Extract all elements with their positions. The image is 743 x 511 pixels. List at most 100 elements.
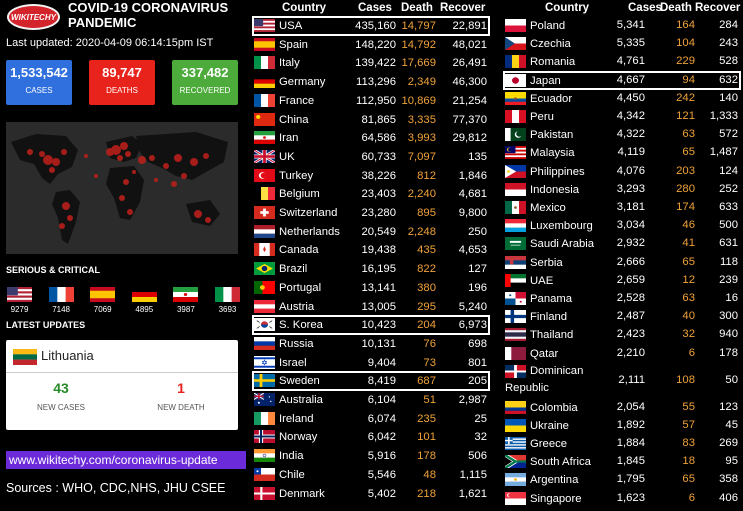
- table-row[interactable]: Romania 4,761 229 528: [505, 53, 741, 71]
- cases-cell: 23,280: [361, 207, 396, 219]
- death-cell: 41: [682, 237, 695, 250]
- table-row[interactable]: India 5,916 178 506: [254, 447, 490, 465]
- table-row[interactable]: Ireland 6,074 235 25: [254, 410, 490, 428]
- death-cell: 218: [417, 487, 436, 500]
- cases-cell: 4,450: [616, 91, 645, 104]
- table-row[interactable]: Philippines 4,076 203 124: [505, 163, 741, 181]
- table-row[interactable]: Thailand 2,423 32 940: [505, 326, 741, 344]
- table-row[interactable]: Saudi Arabia 2,932 41 631: [505, 235, 741, 253]
- table-row[interactable]: Belgium 23,403 2,240 4,681: [254, 185, 490, 203]
- table-row[interactable]: USA 435,160 14,797 22,891: [254, 17, 490, 35]
- table-row[interactable]: Czechia 5,335 104 243: [505, 35, 741, 53]
- gr-flag-icon: [505, 436, 526, 450]
- serious-critical-item: 3987: [172, 287, 199, 314]
- recover-cell: 95: [725, 455, 738, 468]
- table-row[interactable]: Greece 1,884 83 269: [505, 435, 741, 453]
- table-row[interactable]: Panama 2,528 63 16: [505, 290, 741, 308]
- table-row[interactable]: France 112,950 10,869 21,254: [254, 92, 490, 110]
- table-row[interactable]: Poland 5,341 164 284: [505, 17, 741, 35]
- recover-cell: 9,800: [458, 207, 487, 219]
- table-row[interactable]: Malaysia 4,119 65 1,487: [505, 144, 741, 162]
- table-row[interactable]: Israel 9,404 73 801: [254, 354, 490, 372]
- table-row[interactable]: Colombia 2,054 55 123: [505, 399, 741, 417]
- country-name: Ecuador: [530, 92, 573, 105]
- table-row[interactable]: Iran 64,586 3,993 29,812: [254, 129, 490, 147]
- cases-cell: 113,296: [356, 76, 396, 89]
- table-row[interactable]: Dominican Republic 2,111 108 50: [505, 363, 741, 398]
- table-row[interactable]: Spain 148,220 14,792 48,021: [254, 36, 490, 54]
- table-row[interactable]: Portugal 13,141 380 196: [254, 279, 490, 297]
- website-link[interactable]: www.wikitechy.com/coronavirus-update: [6, 451, 246, 469]
- table-row[interactable]: Japan 4,667 94 632: [505, 72, 741, 90]
- il-flag-icon: [254, 355, 275, 369]
- country-name: Sweden: [279, 375, 320, 388]
- recover-cell: 77,370: [452, 113, 487, 126]
- table-row[interactable]: Ukraine 1,892 57 45: [505, 417, 741, 435]
- cases-cell: 10,423: [361, 319, 396, 332]
- table-row[interactable]: Singapore 1,623 6 406: [505, 490, 741, 508]
- page-title: COVID-19 CORONAVIRUS PANDEMIC: [68, 0, 229, 30]
- table-row[interactable]: Brazil 16,195 822 127: [254, 260, 490, 278]
- cases-cell: 5,916: [367, 450, 396, 463]
- recover-cell: 940: [719, 328, 738, 341]
- table-row[interactable]: Austria 13,005 295 5,240: [254, 298, 490, 316]
- country-name: S. Korea: [279, 319, 323, 332]
- id-flag-icon: [505, 182, 526, 196]
- recover-cell: 205: [468, 375, 487, 388]
- table-row[interactable]: Russia 10,131 76 698: [254, 335, 490, 353]
- table-row[interactable]: Norway 6,042 101 32: [254, 428, 490, 446]
- cases-cell: 6,104: [367, 394, 396, 406]
- table-row[interactable]: Pakistan 4,322 63 572: [505, 126, 741, 144]
- cn-flag-icon: [254, 112, 275, 126]
- table-row[interactable]: Ecuador 4,450 242 140: [505, 90, 741, 108]
- table-row[interactable]: Australia 6,104 51 2,987: [254, 391, 490, 409]
- recover-cell: 284: [719, 19, 738, 31]
- recovered-value: 337,482: [181, 65, 229, 80]
- es-flag-icon: [254, 37, 275, 51]
- tr-flag-icon: [254, 168, 275, 182]
- table-row[interactable]: S. Korea 10,423 204 6,973: [254, 316, 490, 334]
- table-row[interactable]: UAE 2,659 12 239: [505, 272, 741, 290]
- death-cell: 65: [682, 146, 695, 159]
- table-row[interactable]: Italy 139,422 17,669 26,491: [254, 54, 490, 72]
- rs-flag-icon: [505, 255, 526, 269]
- death-cell: 280: [676, 182, 695, 195]
- table-row[interactable]: Finland 2,487 40 300: [505, 308, 741, 326]
- table-row[interactable]: Argentina 1,795 65 358: [505, 471, 741, 489]
- header-death: Death: [660, 2, 692, 14]
- recovered-stat: 337,482 RECOVERED: [172, 60, 238, 105]
- country-name: Canada: [279, 244, 319, 257]
- table-row[interactable]: Netherlands 20,549 2,248 250: [254, 223, 490, 241]
- table-row[interactable]: Peru 4,342 121 1,333: [505, 108, 741, 126]
- table-row[interactable]: Serbia 2,666 65 118: [505, 254, 741, 272]
- table-row[interactable]: Mexico 3,181 174 633: [505, 199, 741, 217]
- ph-flag-icon: [505, 164, 526, 178]
- table-row[interactable]: Indonesia 3,293 280 252: [505, 181, 741, 199]
- death-cell: 380: [417, 281, 436, 294]
- table-row[interactable]: Germany 113,296 2,349 46,300: [254, 73, 490, 91]
- death-cell: 229: [676, 55, 695, 68]
- header-death: Death: [401, 2, 433, 14]
- table-row[interactable]: Denmark 5,402 218 1,621: [254, 485, 490, 503]
- serious-critical-item: 7148: [48, 287, 75, 314]
- country-name: Saudi Arabia: [530, 238, 595, 251]
- table-row[interactable]: Qatar 2,210 6 178: [505, 345, 741, 363]
- cases-cell: 1,884: [616, 436, 645, 449]
- sg-flag-icon: [505, 491, 526, 505]
- table-row[interactable]: China 81,865 3,335 77,370: [254, 111, 490, 129]
- country-table-left: Country Cases Death Recover USA 435,160 14…: [252, 0, 492, 511]
- table-row[interactable]: Turkey 38,226 812 1,846: [254, 167, 490, 185]
- table-row[interactable]: UK 60,733 7,097 135: [254, 148, 490, 166]
- table-row[interactable]: Canada 19,438 435 4,653: [254, 241, 490, 259]
- table-row[interactable]: Luxembourg 3,034 46 500: [505, 217, 741, 235]
- table-row[interactable]: South Africa 1,845 18 95: [505, 453, 741, 471]
- death-cell: 295: [417, 300, 436, 313]
- death-cell: 10,869: [401, 94, 436, 107]
- table-row[interactable]: Sweden 8,419 687 205: [254, 372, 490, 390]
- table-row[interactable]: Chile 5,546 48 1,115: [254, 466, 490, 484]
- table-row[interactable]: Switzerland 23,280 895 9,800: [254, 204, 490, 222]
- wikitechy-logo[interactable]: WIKITECHY: [7, 4, 60, 30]
- recover-cell: 698: [468, 337, 487, 350]
- latest-update-card[interactable]: Lithuania 43 NEW CASES 1 NEW DEATH: [6, 340, 238, 430]
- cases-cell: 139,422: [355, 57, 396, 70]
